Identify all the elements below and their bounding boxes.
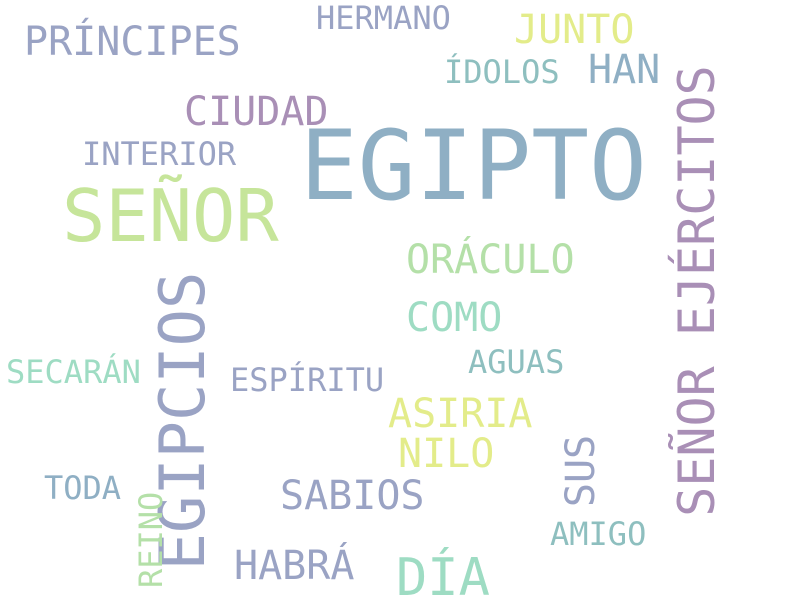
word-espiritu: ESPÍRITU: [230, 361, 385, 399]
word-egipto: EGIPTO: [300, 110, 647, 222]
word-oraculo: ORÁCULO: [406, 237, 575, 283]
word-hermano: HERMANO: [316, 0, 451, 37]
word-toda: TODA: [44, 469, 122, 507]
word-junto: JUNTO: [514, 7, 635, 53]
word-reino: REINO: [132, 491, 170, 588]
word-amigo: AMIGO: [550, 515, 647, 553]
word-idolos: ÍDOLOS: [444, 53, 560, 91]
word-principes: PRÍNCIPES: [24, 19, 241, 65]
word-interior: INTERIOR: [82, 135, 237, 173]
word-asiria: ASIRIA: [388, 391, 533, 437]
word-secaran: SECARÁN: [6, 353, 141, 391]
word-aguas: AGUAS: [468, 343, 565, 381]
word-sus: SUS: [558, 434, 604, 508]
word-nilo: NILO: [398, 431, 495, 477]
word-ciudad: CIUDAD: [184, 89, 329, 135]
word-senor: SEÑOR: [62, 174, 279, 258]
word-sabios: SABIOS: [280, 473, 425, 519]
word-senor-ejercitos: SEÑOR EJÉRCITOS: [668, 65, 726, 517]
word-dia: DÍA: [396, 548, 490, 608]
word-habra: HABRÁ: [234, 543, 355, 589]
word-han: HAN: [588, 47, 661, 93]
word-como: COMO: [406, 295, 503, 341]
